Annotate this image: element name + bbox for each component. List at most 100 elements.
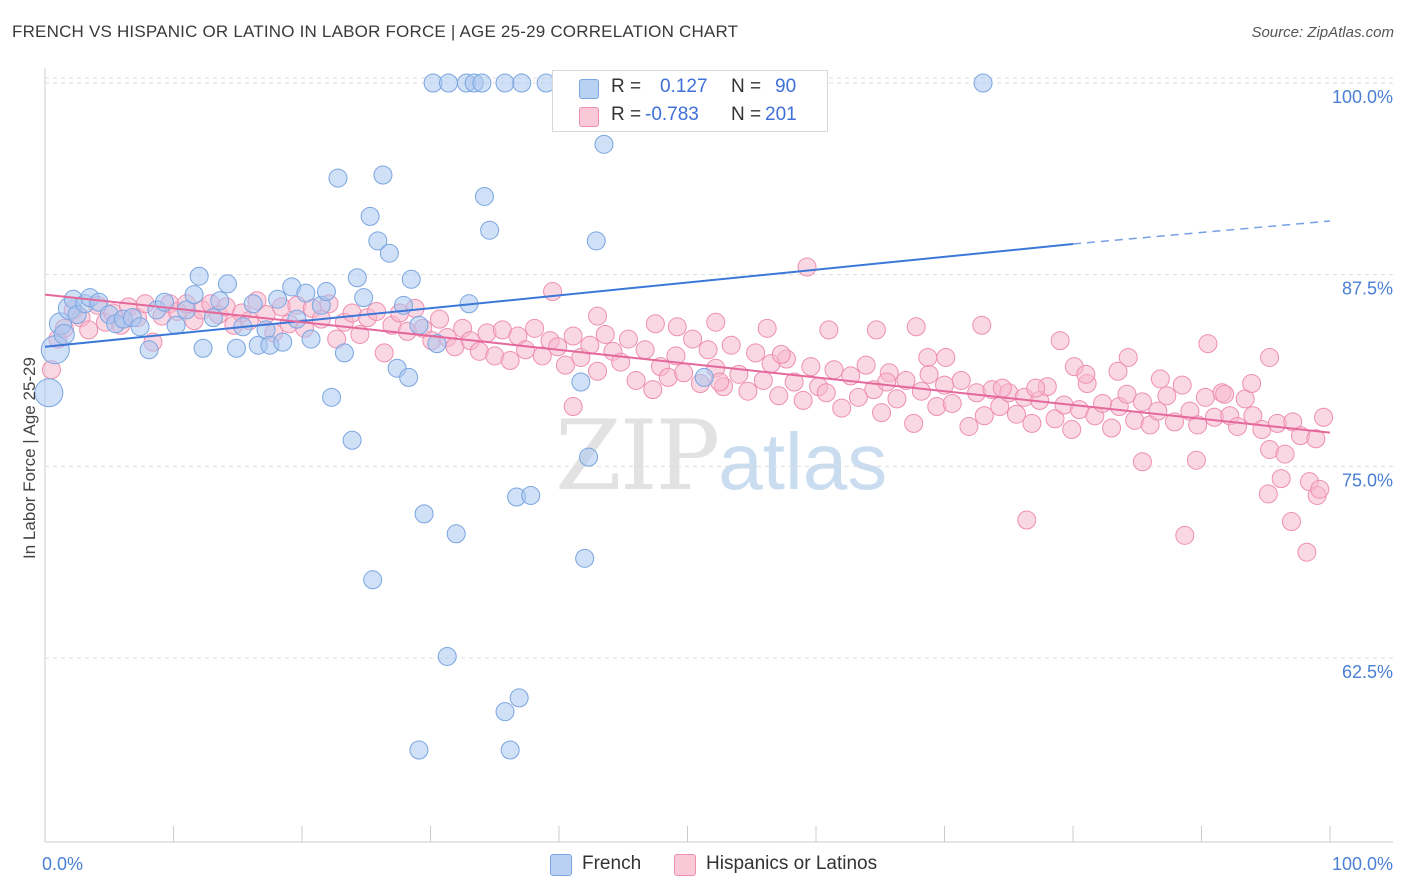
hispanic-point: [1215, 384, 1235, 404]
hispanic-point: [555, 355, 575, 375]
french-point: [184, 285, 204, 305]
hispanic-point: [698, 340, 718, 360]
hispanic-point: [674, 363, 694, 383]
hispanic-point: [801, 357, 821, 377]
french-trend-line: [44, 243, 1074, 348]
hispanic-point: [866, 320, 886, 340]
hispanic-point: [1022, 413, 1042, 433]
hispanic-point: [1006, 404, 1026, 424]
hispanic-point: [832, 398, 852, 418]
french-point: [427, 334, 447, 354]
french-point: [347, 268, 367, 288]
legend-item-french[interactable]: French: [550, 852, 660, 878]
french-trend-extension: [1072, 220, 1331, 245]
hispanic-point: [350, 324, 370, 344]
hispanic-points: [41, 257, 1334, 562]
hispanic-point: [532, 346, 552, 366]
hispanic-point: [1132, 452, 1152, 472]
stats-legend: R = 0.127 N = 90 R = -0.783 N = 201: [552, 70, 828, 132]
hispanic-point: [645, 314, 665, 334]
hispanic-point: [1157, 386, 1177, 406]
y-axis-label: In Labor Force | Age 25-29: [20, 357, 39, 559]
french-point: [328, 168, 348, 188]
french-point: [189, 266, 209, 286]
french-point: [373, 165, 393, 185]
hispanic-n-value: 201: [765, 104, 797, 125]
y-tick-label: 62.5%: [1342, 662, 1393, 682]
legend-item-hispanic[interactable]: Hispanics or Latinos: [674, 852, 904, 878]
y-tick-label: 75.0%: [1342, 470, 1393, 490]
hispanic-point: [1076, 364, 1096, 384]
hispanic-point: [896, 370, 916, 390]
french-point: [379, 243, 399, 263]
french-point: [521, 485, 541, 505]
hispanic-point: [816, 383, 836, 403]
hispanic-point: [516, 340, 536, 360]
french-point: [210, 291, 230, 311]
french-point: [363, 570, 383, 590]
hispanic-point: [738, 381, 758, 401]
hispanic-point: [1062, 420, 1082, 440]
hispanic-point: [906, 317, 926, 337]
french-point: [360, 206, 380, 226]
hispanic-point: [824, 360, 844, 380]
french-n-label: N =: [731, 76, 762, 97]
hispanic-point: [942, 393, 962, 413]
french-point: [243, 294, 263, 314]
legend-french-label: French: [582, 853, 642, 874]
hispanic-point: [588, 306, 608, 326]
hispanic-point: [1310, 479, 1330, 499]
french-point: [354, 288, 374, 308]
french-point: [322, 387, 342, 407]
hispanic-point: [967, 383, 987, 403]
hispanic-point: [1242, 374, 1262, 394]
hispanic-point: [904, 413, 924, 433]
x-tick-label: 0.0%: [42, 854, 83, 874]
hispanic-point: [1045, 409, 1065, 429]
hispanic-point: [721, 335, 741, 355]
hispanic-point: [1186, 450, 1206, 470]
hispanic-point: [856, 355, 876, 375]
hispanic-point: [79, 320, 99, 340]
hispanic-point: [793, 390, 813, 410]
hispanic-point: [683, 329, 703, 349]
hispanic-point: [848, 387, 868, 407]
french-point: [694, 367, 714, 387]
hispanic-point: [887, 389, 907, 409]
hispanic-point: [543, 282, 563, 302]
hispanic-point: [1275, 444, 1295, 464]
french-point: [296, 283, 316, 303]
hispanic-point: [563, 397, 583, 417]
french-point: [495, 73, 515, 93]
french-point: [579, 447, 599, 467]
hispanic-point: [1281, 512, 1301, 532]
hispanic-point: [771, 344, 791, 364]
hispanic-point: [666, 346, 686, 366]
hispanic-point: [626, 370, 646, 390]
hispanic-r-value: -0.783: [645, 104, 699, 125]
hispanic-point: [477, 323, 497, 343]
hispanic-point: [1175, 525, 1195, 545]
french-point: [287, 309, 307, 329]
hispanic-point: [667, 317, 687, 337]
hispanic-point: [1258, 484, 1278, 504]
french-point: [166, 315, 186, 335]
hispanic-point: [1297, 542, 1317, 562]
french-point: [495, 702, 515, 722]
french-point: [409, 315, 429, 335]
tick-labels: 100.0% 87.5% 75.0% 62.5% 0.0% 100.0%: [42, 87, 1393, 874]
trend-lines: [44, 220, 1331, 434]
french-point: [586, 231, 606, 251]
hispanic-point: [1314, 407, 1334, 427]
hispanic-point: [1227, 416, 1247, 436]
hispanic-point: [819, 320, 839, 340]
french-point: [512, 73, 532, 93]
legend-french-swatch: [550, 854, 572, 876]
hispanic-point: [1108, 361, 1128, 381]
french-point: [217, 274, 237, 294]
y-tick-label: 87.5%: [1342, 279, 1393, 299]
french-point: [509, 688, 529, 708]
hispanic-point: [1102, 418, 1122, 438]
hispanic-point: [643, 380, 663, 400]
french-point: [34, 378, 64, 408]
